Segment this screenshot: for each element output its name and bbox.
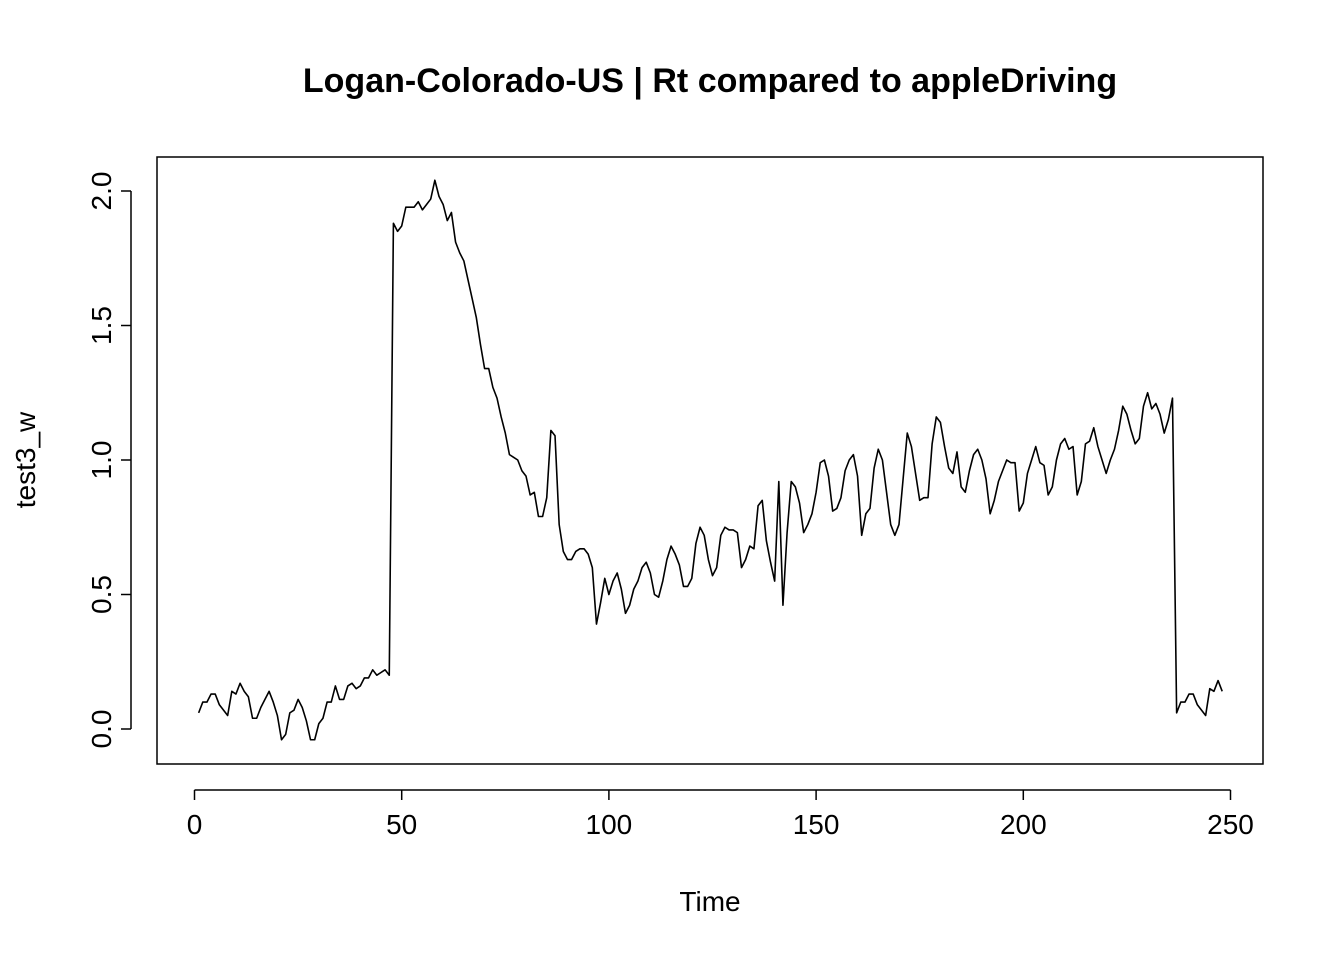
x-tick-label: 250 xyxy=(1207,809,1254,840)
x-tick-label: 50 xyxy=(386,809,417,840)
x-tick-label: 200 xyxy=(1000,809,1047,840)
y-tick-label: 1.5 xyxy=(86,306,117,345)
plot-frame xyxy=(156,156,1264,765)
chart-title: Logan-Colorado-US | Rt compared to apple… xyxy=(303,62,1117,100)
x-tick-label: 0 xyxy=(187,809,203,840)
series-line xyxy=(197,179,1223,741)
y-axis: 0.0 0.5 1.0 1.5 2.0 xyxy=(86,172,132,749)
x-tick-label: 100 xyxy=(586,809,633,840)
y-axis-label: test3_w xyxy=(10,411,41,508)
x-axis-label: Time xyxy=(679,886,740,917)
y-tick-label: 2.0 xyxy=(86,172,117,211)
y-tick-label: 0.0 xyxy=(86,710,117,749)
y-tick-label: 0.5 xyxy=(86,575,117,614)
y-tick-label: 1.0 xyxy=(86,441,117,480)
x-axis: 0 50 100 150 200 250 xyxy=(187,789,1254,840)
x-tick-label: 150 xyxy=(793,809,840,840)
